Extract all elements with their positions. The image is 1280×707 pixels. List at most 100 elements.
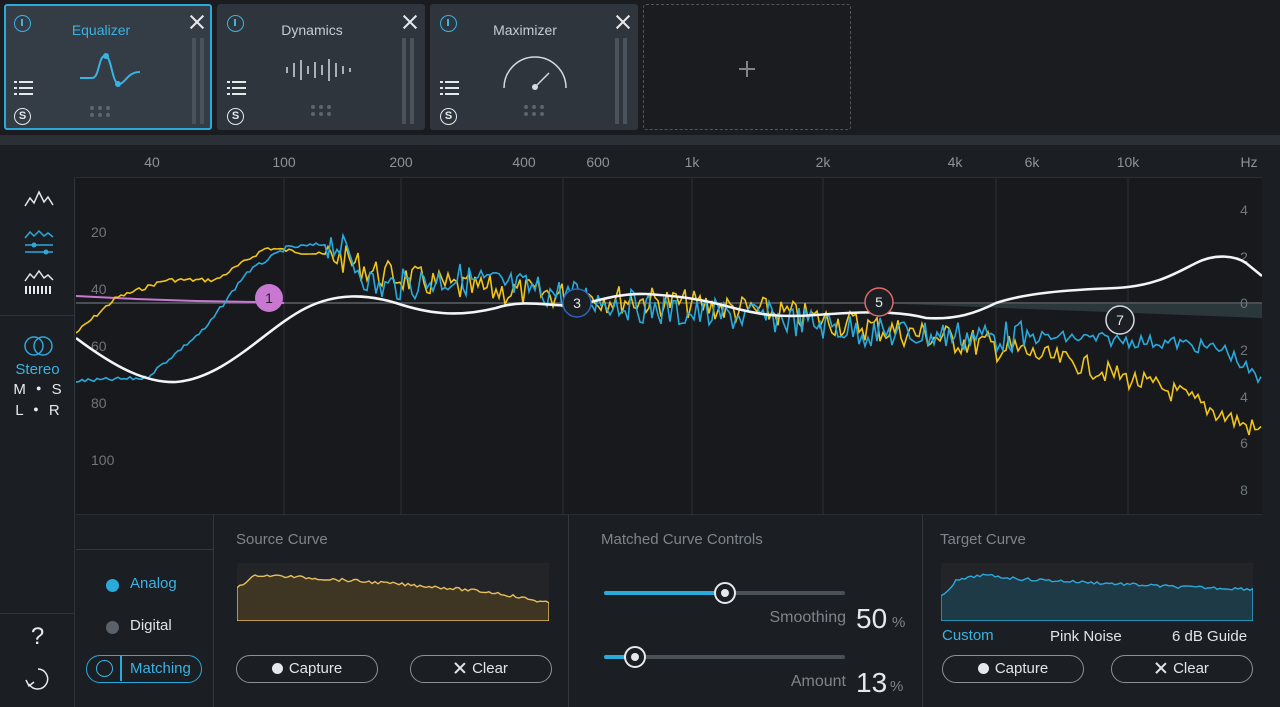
- freq-label: 10k: [1116, 154, 1140, 170]
- close-icon: [1155, 662, 1167, 674]
- freq-label: 6k: [1024, 154, 1040, 170]
- drag-grip-icon[interactable]: [310, 104, 334, 118]
- close-icon[interactable]: [189, 14, 205, 30]
- eq-node-label: 7: [1116, 312, 1124, 328]
- drag-grip-icon[interactable]: [523, 104, 547, 118]
- amount-fill: [604, 655, 636, 659]
- freq-label: 1k: [684, 154, 700, 170]
- matched-controls-title: Matched Curve Controls: [601, 531, 763, 548]
- close-icon[interactable]: [402, 14, 418, 30]
- module-dynamics[interactable]: Dynamics S: [217, 4, 425, 130]
- freq-label: 400: [512, 154, 536, 170]
- smoothing-knob[interactable]: [713, 582, 736, 604]
- eq-node-label: 3: [573, 295, 581, 311]
- mid-label: M: [13, 381, 26, 398]
- db-label-right: 2: [1240, 249, 1248, 265]
- db-label-right: 6: [1240, 435, 1248, 451]
- mode-divider: [76, 549, 213, 550]
- eq-graph-svg: 20 40 60 80 100 4 2 0 2 4 6 8 1 3: [76, 178, 1262, 516]
- target-option-6db-guide[interactable]: 6 dB Guide: [1172, 628, 1248, 645]
- spectrum-icon[interactable]: [24, 189, 54, 209]
- shelf-area: [876, 303, 1262, 318]
- amount-unit: %: [890, 678, 904, 695]
- smoothing-fill: [604, 591, 725, 595]
- stereo-mode-label[interactable]: Stereo: [15, 361, 60, 378]
- add-module-slot[interactable]: [643, 4, 851, 130]
- freq-label: 600: [586, 154, 610, 170]
- target-curve-title: Target Curve: [940, 531, 1026, 548]
- radio-selected-icon: [106, 579, 119, 592]
- module-title: Maximizer: [493, 22, 557, 38]
- right-label: R: [48, 402, 60, 419]
- list-icon[interactable]: [14, 80, 34, 96]
- mid-side-mode[interactable]: M ● S: [0, 381, 75, 398]
- solo-icon[interactable]: S: [227, 108, 244, 125]
- help-icon[interactable]: ?: [30, 623, 45, 650]
- power-icon[interactable]: [227, 15, 244, 32]
- left-toolbar: Stereo M ● S L ● R ?: [0, 177, 75, 707]
- stereo-icon[interactable]: [24, 335, 54, 357]
- toggle-divider: [120, 656, 122, 681]
- amount-value[interactable]: 13: [856, 667, 888, 698]
- dynamics-waveform-icon: [286, 59, 351, 81]
- source-curve-title: Source Curve: [236, 531, 328, 548]
- list-icon[interactable]: [440, 80, 460, 96]
- level-meter: [402, 38, 416, 124]
- db-label-left: 40: [91, 281, 107, 297]
- module-equalizer[interactable]: Equalizer S: [4, 4, 212, 130]
- clear-label: Clear: [1173, 660, 1209, 677]
- level-meter: [192, 38, 206, 124]
- smoothing-unit: %: [892, 614, 906, 631]
- smoothing-value[interactable]: 50: [856, 603, 888, 634]
- target-capture-button[interactable]: Capture: [942, 655, 1084, 683]
- level-meter: [615, 38, 629, 124]
- target-option-pink-noise[interactable]: Pink Noise: [1050, 628, 1122, 645]
- db-label-right: 8: [1240, 482, 1248, 498]
- module-maximizer[interactable]: Maximizer S: [430, 4, 638, 130]
- source-clear-button[interactable]: Clear: [410, 655, 552, 683]
- module-title: Dynamics: [281, 22, 343, 38]
- digital-option[interactable]: Digital: [106, 617, 206, 637]
- solo-icon[interactable]: S: [440, 108, 457, 125]
- drag-grip-icon[interactable]: [89, 105, 113, 119]
- source-curve-thumbnail: [236, 563, 550, 622]
- eq-node-7[interactable]: [1105, 305, 1135, 335]
- capture-label: Capture: [288, 660, 343, 677]
- target-clear-button[interactable]: Clear: [1111, 655, 1253, 683]
- power-icon[interactable]: [440, 15, 457, 32]
- eq-node-5[interactable]: [864, 287, 894, 317]
- power-icon[interactable]: [14, 15, 31, 32]
- eq-node-1[interactable]: [255, 284, 283, 312]
- left-right-mode[interactable]: L ● R: [0, 402, 75, 419]
- source-curve-shape: [236, 574, 550, 622]
- eq-bands-icon[interactable]: [24, 229, 54, 257]
- eq-node-3[interactable]: [562, 288, 592, 318]
- target-spectrum-line: [76, 232, 1262, 384]
- db-label-left: 100: [91, 452, 115, 468]
- frequency-axis: 40 100 200 400 600 1k 2k 4k 6k 10k Hz: [0, 145, 1280, 177]
- matching-toggle[interactable]: Matching: [86, 655, 202, 683]
- db-label-right: 0: [1240, 295, 1248, 311]
- db-label-left: 80: [91, 395, 107, 411]
- target-curve-thumbnail: [940, 563, 1254, 622]
- source-capture-button[interactable]: Capture: [236, 655, 378, 683]
- power-icon: [96, 660, 113, 677]
- record-dot-icon: [977, 663, 989, 674]
- band-1-curve: [76, 295, 285, 304]
- smoothing-slider[interactable]: [604, 582, 845, 604]
- eq-node-label: 5: [875, 294, 883, 310]
- list-icon[interactable]: [227, 80, 247, 96]
- db-label-right: 2: [1240, 342, 1248, 358]
- history-icon[interactable]: [25, 665, 51, 695]
- matching-label: Matching: [130, 660, 191, 677]
- eq-graph[interactable]: 20 40 60 80 100 4 2 0 2 4 6 8 1 3: [76, 177, 1262, 516]
- spectrum-bars-icon[interactable]: [24, 269, 54, 297]
- solo-icon[interactable]: S: [14, 108, 31, 125]
- amount-slider[interactable]: [604, 646, 845, 668]
- clear-label: Clear: [472, 660, 508, 677]
- amount-knob[interactable]: [624, 646, 647, 668]
- analog-option[interactable]: Analog: [106, 575, 206, 595]
- target-option-custom[interactable]: Custom: [942, 627, 994, 644]
- close-icon[interactable]: [615, 14, 631, 30]
- eq-curve-icon: [80, 53, 141, 87]
